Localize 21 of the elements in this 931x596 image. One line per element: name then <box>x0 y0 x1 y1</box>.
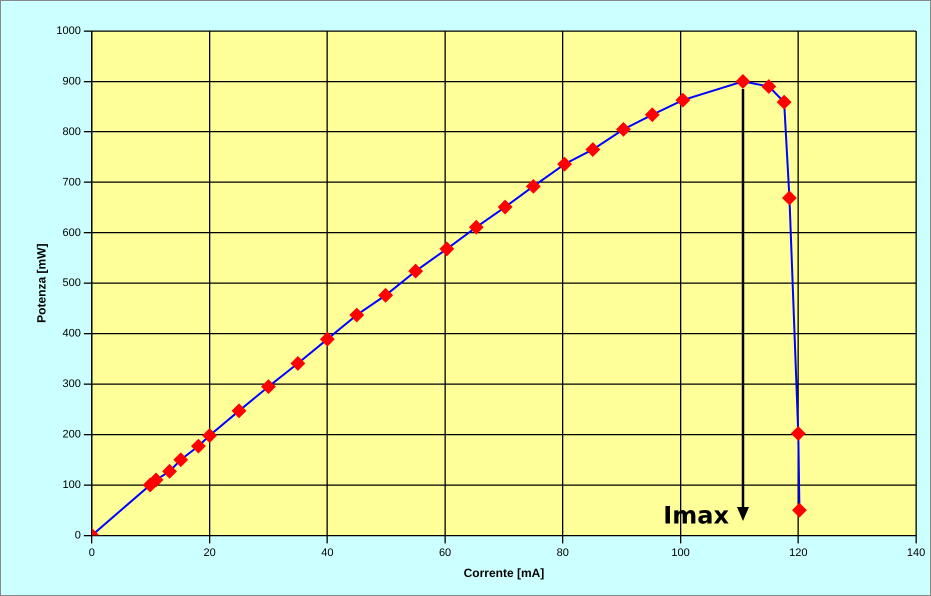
x-tick-label: 100 <box>671 547 690 560</box>
x-axis-title: Corrente [mA] <box>464 566 544 580</box>
x-tick-label: 20 <box>203 547 216 560</box>
y-tick-label: 900 <box>62 75 81 88</box>
x-tick-label: 0 <box>88 547 95 560</box>
y-tick-label: 500 <box>62 277 81 290</box>
y-tick-label: 300 <box>62 378 81 390</box>
x-tick-label: 120 <box>789 547 808 560</box>
y-tick-label: 400 <box>62 328 81 340</box>
y-tick-label: 600 <box>62 226 81 239</box>
y-tick-label: 700 <box>62 176 81 188</box>
y-tick-label: 1000 <box>56 25 81 38</box>
y-tick-label: 800 <box>62 126 81 138</box>
y-tick-label: 100 <box>62 478 81 491</box>
y-tick-label: 200 <box>62 428 81 441</box>
y-axis-title: Potenza [mW] <box>34 244 49 323</box>
x-tick-label: 40 <box>321 547 334 560</box>
x-tick-label: 60 <box>438 547 452 560</box>
x-tick-label: 140 <box>906 547 926 560</box>
x-tick-label: 80 <box>556 547 569 560</box>
y-tick-label: 0 <box>74 529 81 542</box>
